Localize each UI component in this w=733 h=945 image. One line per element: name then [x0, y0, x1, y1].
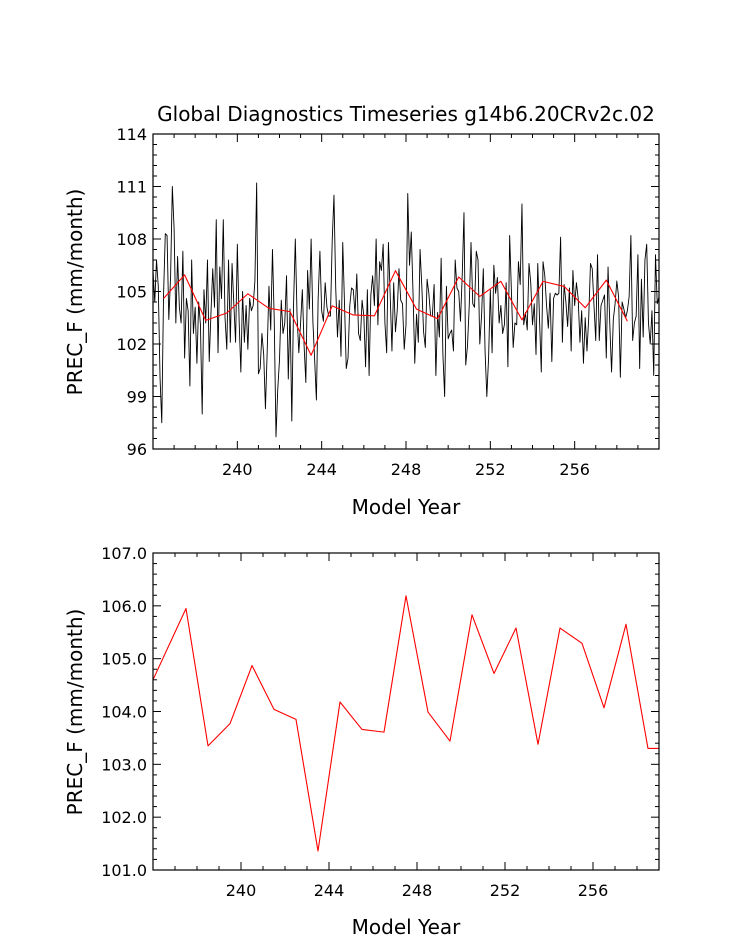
- bottom-x-tick-label: 252: [490, 881, 521, 900]
- top-x-tick-label: 240: [222, 460, 253, 479]
- top-plot-panel: 240 244 248 252 256 96 99 102 105 108 111 114 Model…: [63, 125, 660, 519]
- bottom-y-tick-label: 104.0: [101, 703, 147, 722]
- bottom-y-tick-label: 103.0: [101, 755, 147, 774]
- top-series-line-0: [152, 182, 660, 438]
- bottom-y-tick-label: 101.0: [101, 861, 147, 880]
- bottom-x-axis-label: Model Year: [352, 915, 462, 939]
- top-x-tick-label: 244: [306, 460, 337, 479]
- bottom-x-tick-label: 256: [578, 881, 609, 900]
- bottom-y-axis-label: PREC_F (mm/month): [63, 609, 87, 816]
- bottom-y-tick-label: 107.0: [101, 544, 147, 563]
- bottom-y-tick-label: 102.0: [101, 808, 147, 827]
- bottom-x-tick-label: 248: [402, 881, 433, 900]
- top-y-tick-label: 96: [127, 440, 147, 459]
- top-x-axis-label: Model Year: [352, 495, 462, 519]
- top-x-tick-label: 252: [475, 460, 506, 479]
- bottom-plot-panel: 240 244 248 252 256 101.0 102.0 103.0 104.0 105.0…: [63, 544, 660, 939]
- top-series-line-1: [163, 270, 628, 356]
- top-y-tick-label: 111: [116, 178, 147, 197]
- top-x-tick-label: 256: [559, 460, 590, 479]
- chart-title: Global Diagnostics Timeseries g14b6.20CR…: [157, 102, 655, 126]
- top-y-axis-label: PREC_F (mm/month): [63, 189, 87, 396]
- top-y-tick-label: 99: [127, 388, 147, 407]
- bottom-y-tick-label: 105.0: [101, 650, 147, 669]
- top-y-tick-label: 114: [116, 125, 147, 144]
- bottom-y-tick-label: 106.0: [101, 597, 147, 616]
- top-x-tick-label: 248: [391, 460, 422, 479]
- bottom-series-line-0: [152, 595, 659, 852]
- top-y-tick-label: 105: [116, 283, 147, 302]
- bottom-x-tick-label: 240: [226, 881, 257, 900]
- top-y-tick-label: 102: [116, 335, 147, 354]
- bottom-plot-frame: [152, 552, 660, 871]
- bottom-x-tick-label: 244: [314, 881, 345, 900]
- top-y-tick-label: 108: [116, 230, 147, 249]
